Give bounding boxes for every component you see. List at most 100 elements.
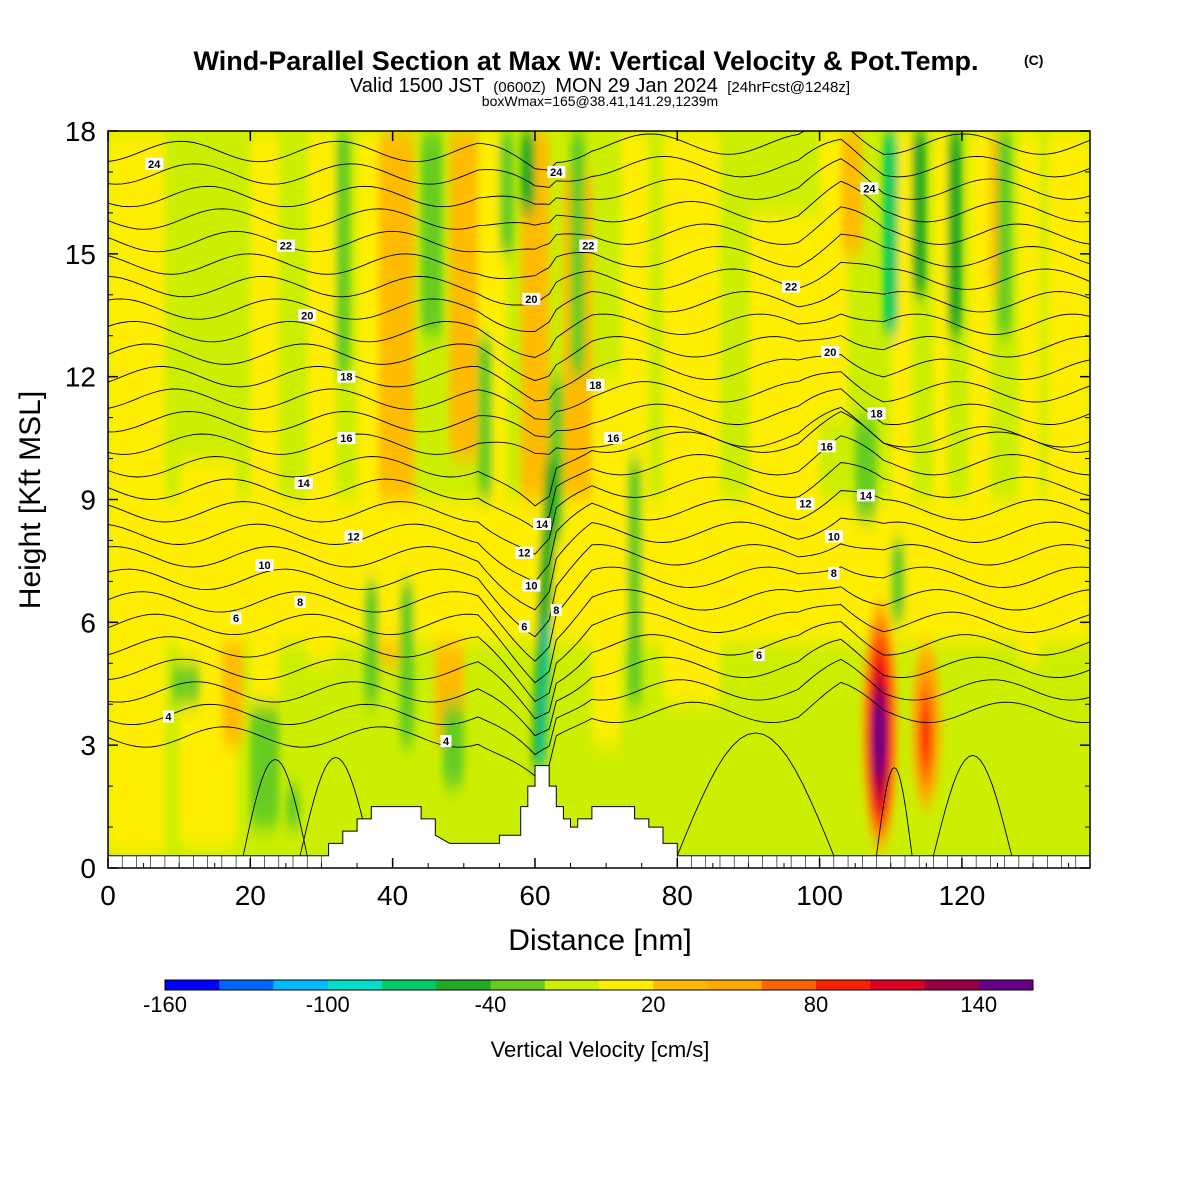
contour-label-bg xyxy=(753,649,765,662)
y-axis: 0 3 6 9 12 15 18 xyxy=(65,116,1090,884)
theta-contour-low xyxy=(242,759,308,856)
contour-label-bg xyxy=(522,292,541,305)
theta-contour xyxy=(108,388,1090,438)
theta-contour xyxy=(108,410,1090,507)
downdraft-streak xyxy=(531,458,560,766)
colorbar-tick-label: -100 xyxy=(306,992,350,1017)
velocity-band xyxy=(499,131,514,254)
copyright-mark: (C) xyxy=(1024,52,1043,68)
velocity-band xyxy=(890,540,905,623)
colorbar-frame xyxy=(164,979,1034,991)
velocity-band xyxy=(221,622,244,746)
theta-contour xyxy=(108,490,1090,583)
contour-label: 14 xyxy=(536,519,549,531)
velocity-band xyxy=(912,131,927,295)
potential-temperature-contours xyxy=(108,131,1090,857)
theta-contour xyxy=(108,288,1090,332)
colorbar-segment xyxy=(382,980,437,990)
colorbar-segment xyxy=(436,980,491,990)
utc-time: (0600Z) xyxy=(493,79,546,96)
colorbar-segment xyxy=(544,980,600,990)
contour-label: 4 xyxy=(165,712,172,724)
contour-label-bg xyxy=(230,612,242,625)
contour-label: 4 xyxy=(443,736,450,748)
contour-label: 10 xyxy=(828,531,840,543)
contour-label-bg xyxy=(337,432,356,445)
velocity-band xyxy=(285,786,301,828)
valid-date: MON 29 Jan 2024 xyxy=(555,75,717,97)
theta-contour xyxy=(108,158,1090,208)
plot-area: 24 22 20 18 16 14 12 10 8 6 4 4 24 22 20 18 16 14 12 10 8 6 24… xyxy=(108,131,1090,868)
contour-label: 24 xyxy=(863,183,876,195)
y-tick-label: 0 xyxy=(80,853,96,884)
contour-label: 14 xyxy=(860,490,873,502)
contour-label: 8 xyxy=(297,597,303,609)
contour-label-bg xyxy=(515,546,534,559)
velocity-band xyxy=(520,131,535,213)
contour-label: 22 xyxy=(785,282,797,294)
contour-label-bg xyxy=(579,239,598,252)
contour-label-bg xyxy=(294,477,313,490)
contour-label: 6 xyxy=(756,650,762,662)
colorbar-segment xyxy=(870,980,925,990)
contour-labels: 24 22 20 18 16 14 12 10 8 6 4 4 24 22 20 18 16 14 12 10 8 6 24… xyxy=(145,157,886,748)
contour-label-bg xyxy=(828,567,840,580)
velocity-band xyxy=(478,335,493,500)
theta-contour-low xyxy=(299,757,372,857)
theta-contour xyxy=(108,658,1090,756)
terrain xyxy=(108,765,1090,868)
velocity-band xyxy=(969,131,991,582)
colorbar-segment xyxy=(327,980,383,990)
colorbar-segment xyxy=(599,980,654,990)
contour-label: 20 xyxy=(824,347,836,359)
theta-contour xyxy=(108,335,1090,382)
theta-contour xyxy=(108,354,1090,402)
velocity-band xyxy=(627,458,642,705)
contour-label: 22 xyxy=(582,241,594,253)
theta-contour xyxy=(108,371,1090,420)
colorbar-tick-label: 20 xyxy=(641,992,665,1017)
contour-label-bg xyxy=(337,370,356,383)
velocity-band xyxy=(399,581,414,746)
y-tick-label: 9 xyxy=(80,485,96,516)
contour-label-bg xyxy=(782,280,801,293)
velocity-band xyxy=(172,663,201,705)
contour-label-bg xyxy=(824,530,843,543)
contour-label: 10 xyxy=(525,580,537,592)
contour-label-bg xyxy=(276,239,295,252)
theta-contour xyxy=(108,566,1090,662)
contour-label-bg xyxy=(586,378,605,391)
contour-label: 10 xyxy=(258,560,270,572)
contour-label: 8 xyxy=(553,605,559,617)
colorbar: -160 -100 -40 20 80 140 xyxy=(143,979,1034,1017)
colorbar-segment xyxy=(165,980,220,990)
valid-time: Valid 1500 JST xyxy=(350,75,484,97)
colorbar-segment xyxy=(816,980,871,990)
contour-label: 6 xyxy=(233,613,239,625)
x-tick-label: 120 xyxy=(939,880,986,911)
x-axis-label: Distance [nm] xyxy=(508,924,691,957)
chart-subtitle: Valid 1500 JST (0600Z) MON 29 Jan 2024 [… xyxy=(350,75,850,97)
x-tick-label: 0 xyxy=(100,880,116,911)
contour-label-bg xyxy=(860,182,879,195)
downdraft-core xyxy=(538,622,548,766)
contour-label: 18 xyxy=(340,372,352,384)
contour-label-bg xyxy=(604,432,623,445)
contour-label: 20 xyxy=(301,310,313,322)
y-tick-label: 12 xyxy=(65,362,96,393)
updraft-core xyxy=(921,704,931,766)
contour-label: 20 xyxy=(525,294,537,306)
updraft-core xyxy=(873,696,886,778)
y-tick-label: 6 xyxy=(80,607,96,638)
contour-label-bg xyxy=(856,489,875,502)
contour-label-bg xyxy=(298,309,317,322)
contour-label-bg xyxy=(796,497,815,510)
colorbar-segment xyxy=(490,980,546,990)
x-tick-label: 100 xyxy=(796,880,843,911)
velocity-band xyxy=(421,131,443,336)
theta-contour xyxy=(108,206,1090,253)
contour-label-bg xyxy=(817,440,836,453)
theta-contour xyxy=(108,180,1090,230)
y-tick-label: 18 xyxy=(65,116,96,147)
contour-label: 14 xyxy=(298,478,311,490)
